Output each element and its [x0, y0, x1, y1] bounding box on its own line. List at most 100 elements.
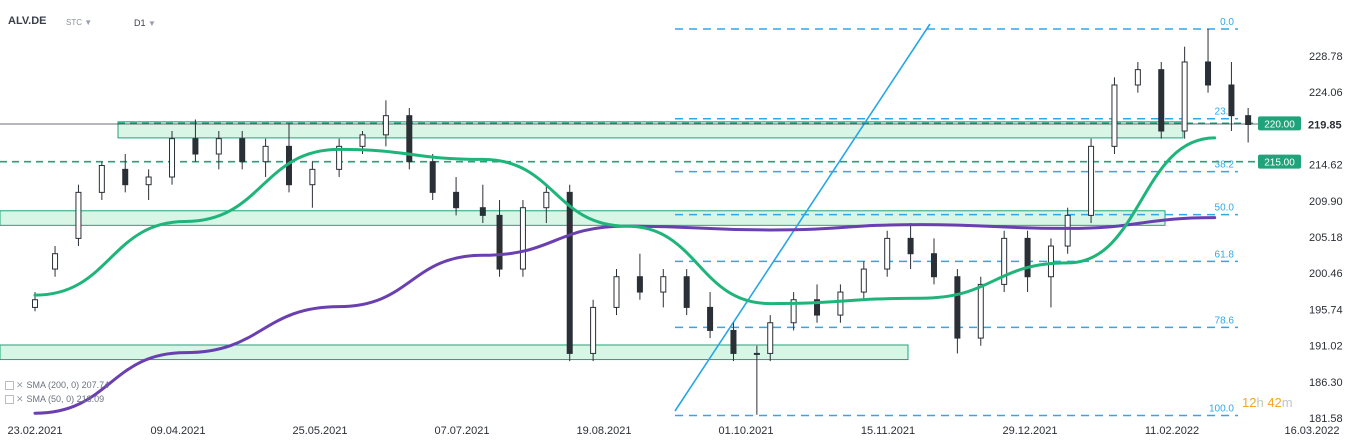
y-tick-label: 186.30	[1309, 377, 1343, 389]
candle-body	[707, 306, 714, 331]
candle-body	[730, 329, 737, 354]
candle-body	[32, 299, 38, 308]
candle-body	[543, 191, 550, 209]
close-icon[interactable]: ✕	[16, 394, 24, 404]
zone	[0, 344, 909, 361]
x-tick-label: 19.08.2021	[576, 425, 631, 437]
candle-body	[479, 207, 486, 216]
candle-body	[954, 276, 961, 339]
y-tick-label: 195.74	[1309, 304, 1343, 316]
candle-body	[660, 276, 667, 293]
x-tick-label: 15.11.2021	[861, 425, 915, 437]
candle-body	[496, 214, 503, 270]
level-badge	[1258, 116, 1301, 131]
x-tick-label: 23.02.2021	[7, 425, 62, 437]
x-tick-label: 29.12.2021	[1002, 425, 1057, 437]
candle-body	[1181, 61, 1188, 132]
x-tick-label: 11.02.2022	[1145, 425, 1199, 437]
chevron-down-icon[interactable]: ▼	[84, 18, 93, 27]
legend-sma-200[interactable]: ✕ SMA (200, 0) 207.74	[5, 380, 109, 391]
candle-body	[1205, 61, 1212, 86]
price-axis: 228.78 224.06 214.62 209.90 205.18 200.46 195.…	[1309, 51, 1343, 425]
time-axis: 23.02.2021 09.04.2021 25.05.2021 07.07.2021…	[7, 425, 1339, 437]
x-tick-label: 07.07.2021	[434, 425, 489, 437]
candle-body	[636, 276, 643, 293]
horizontal-levels	[0, 122, 1255, 163]
candle-body	[814, 299, 821, 316]
y-tick-label: 209.90	[1309, 196, 1343, 208]
moving-averages	[33, 136, 1217, 415]
candle-body	[1047, 245, 1054, 278]
candle-body	[122, 168, 129, 186]
candle-body	[790, 299, 797, 324]
source-label[interactable]: STC ▼	[66, 18, 93, 27]
candle-body	[767, 322, 774, 354]
timeframe-selector[interactable]: D1 ▼	[134, 18, 156, 28]
fib-label: 61.8	[1215, 249, 1235, 260]
candle-body	[429, 161, 436, 193]
sma-line	[33, 136, 1217, 306]
candle-body	[977, 283, 984, 339]
x-tick-label: 09.04.2021	[150, 425, 205, 437]
x-tick-label: 16.03.2022	[1284, 425, 1339, 437]
candle-body	[1001, 237, 1008, 285]
candle-body	[215, 138, 222, 155]
candle-body	[837, 291, 844, 316]
candlesticks	[32, 29, 1252, 415]
candle-body	[75, 191, 82, 239]
candle-body	[98, 165, 105, 193]
y-tick-label: 205.18	[1309, 232, 1343, 244]
candle-body	[1111, 84, 1118, 147]
candle-body	[359, 134, 366, 147]
fib-label: 38.2	[1215, 160, 1235, 171]
candle-body	[519, 207, 526, 270]
candle-body	[192, 138, 199, 155]
candle-body	[884, 237, 891, 270]
candle-body	[1064, 214, 1071, 247]
fib-label: 0.0	[1220, 17, 1234, 28]
fib-label: 50.0	[1215, 203, 1235, 214]
candle-body	[566, 191, 573, 354]
candle-body	[406, 115, 413, 163]
candle-body	[1245, 115, 1252, 125]
candle-countdown: 12h 42m	[1242, 395, 1293, 410]
candle-body	[930, 253, 937, 278]
level-badge	[1258, 154, 1301, 169]
last-price-badge	[1302, 117, 1352, 132]
candle-body	[145, 176, 152, 186]
price-badges: 220.00 215.00 219.85	[1258, 116, 1352, 169]
y-tick-label: 181.58	[1309, 413, 1343, 425]
y-tick-label: 191.02	[1309, 341, 1343, 353]
candle-body	[590, 306, 597, 354]
candle-body	[1134, 69, 1141, 86]
legend-sma-50[interactable]: ✕ SMA (50, 0) 218.09	[5, 394, 104, 405]
fibonacci-trend-line	[674, 23, 931, 412]
y-tick-label: 214.62	[1309, 160, 1343, 172]
candle-body	[169, 138, 176, 178]
candle-body	[613, 276, 620, 308]
settings-icon[interactable]	[5, 381, 14, 391]
candle-body	[1158, 69, 1165, 132]
level-badge-label: 215.00	[1264, 158, 1295, 169]
chevron-down-icon[interactable]: ▼	[148, 19, 156, 28]
x-tick-label: 25.05.2021	[292, 425, 347, 437]
fib-label: 23.6	[1215, 107, 1235, 118]
fib-label: 100.0	[1209, 404, 1234, 415]
x-tick-label: 01.10.2021	[718, 425, 773, 437]
candle-body	[1024, 237, 1031, 278]
y-tick-label: 200.46	[1309, 268, 1343, 280]
last-price-label: 219.85	[1308, 119, 1342, 131]
symbol-label[interactable]: ALV.DE	[8, 15, 47, 27]
close-icon[interactable]: ✕	[16, 380, 24, 390]
y-tick-label: 224.06	[1309, 87, 1343, 99]
candle-body	[860, 268, 867, 293]
sma-line	[33, 216, 1217, 415]
y-tick-label: 228.78	[1309, 51, 1343, 63]
candle-body	[683, 276, 690, 308]
level-badge-label: 220.00	[1264, 119, 1295, 130]
candle-body	[309, 168, 316, 186]
candle-body	[1088, 145, 1095, 216]
settings-icon[interactable]	[5, 395, 14, 405]
candle-body	[382, 115, 389, 136]
